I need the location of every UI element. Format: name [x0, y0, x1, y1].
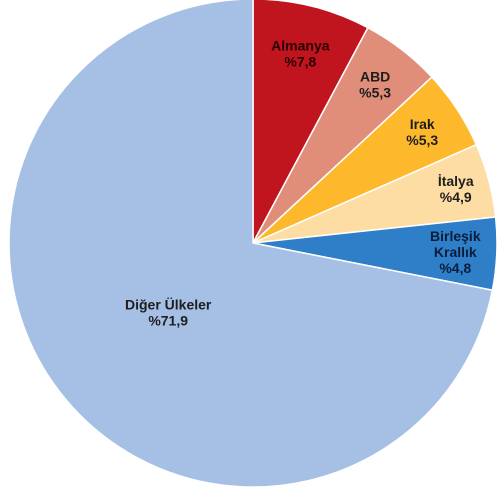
slice-name-label: Irak — [410, 116, 435, 132]
slice-label-abd: ABD %5,3 — [359, 69, 391, 101]
slice-value-label: %4,9 — [440, 189, 472, 205]
slice-label-almanya: Almanya %7,8 — [271, 38, 330, 70]
slice-value-label: %5,3 — [359, 85, 391, 101]
slice-label-birlesik-krallik: Birleşik Krallık %4,8 — [430, 228, 481, 276]
pie-slice-diger-ulkeler — [8, 0, 494, 488]
slice-value-label: %71,9 — [148, 313, 188, 329]
slice-name-label: İtalya — [438, 173, 474, 189]
slice-name-label: Krallık — [434, 244, 477, 260]
slice-label-diger-ulkeler: Diğer Ülkeler %71,9 — [125, 297, 212, 329]
slice-name-label: Almanya — [271, 38, 330, 54]
slice-label-irak: Irak %5,3 — [406, 116, 438, 148]
slice-value-label: %5,3 — [406, 132, 438, 148]
slice-value-label: %7,8 — [284, 54, 316, 70]
pie-slices — [8, 0, 497, 488]
slice-name-label: ABD — [360, 69, 390, 85]
slice-name-label: Diğer Ülkeler — [125, 297, 212, 313]
slice-name-label: Birleşik — [430, 228, 481, 244]
slice-value-label: %4,8 — [439, 260, 471, 276]
pie-slice-almanya — [252, 0, 369, 244]
slice-label-italya: İtalya %4,9 — [438, 173, 474, 205]
